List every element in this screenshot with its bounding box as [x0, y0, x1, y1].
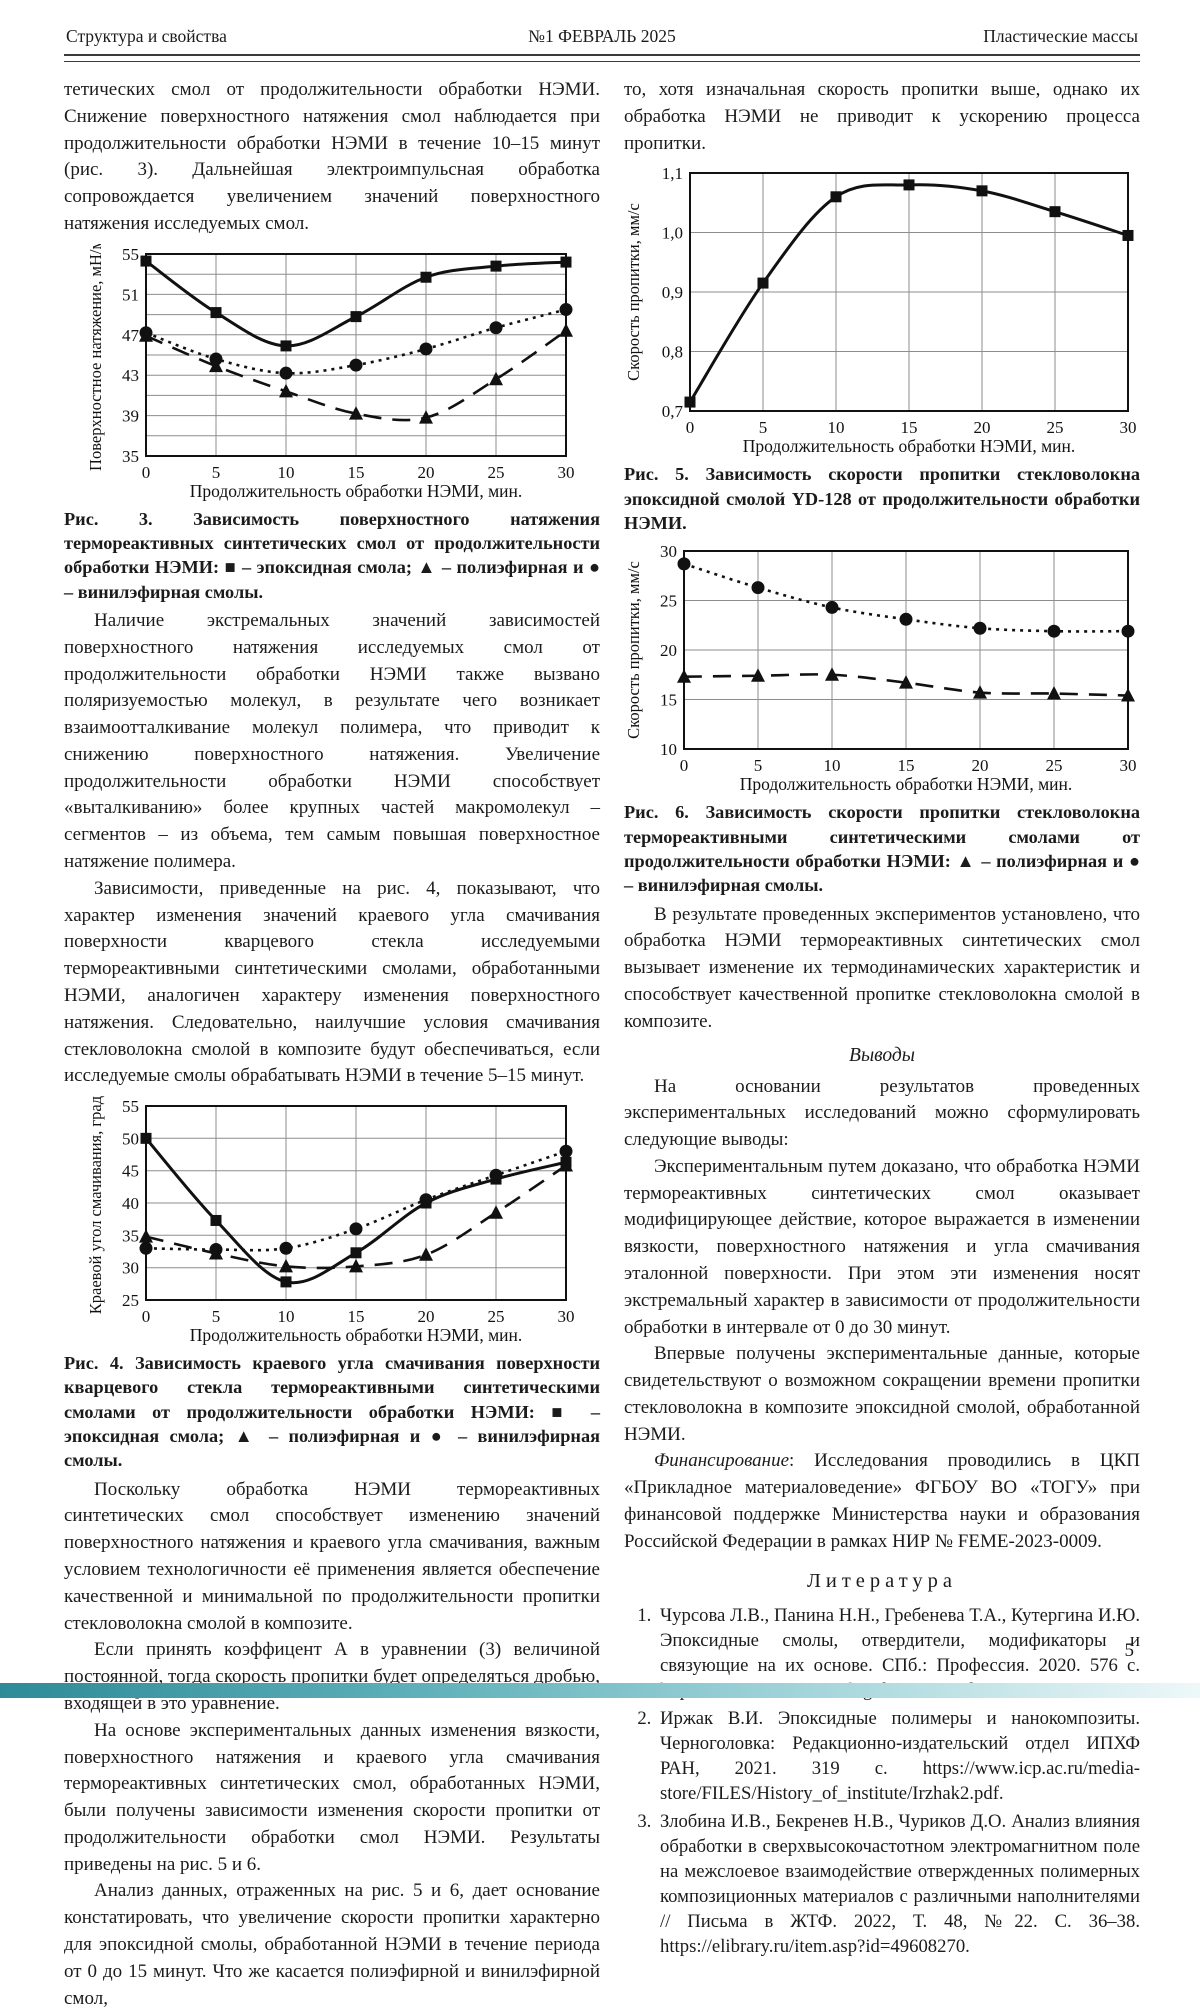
funding-paragraph: Финансирование: Исследования проводились…	[624, 1448, 1140, 1555]
paragraph: Наличие экстремальных значений зависимос…	[64, 610, 600, 873]
references-list: Чурсова Л.В., Панина Н.Н., Гребенева Т.А…	[624, 1603, 1140, 1960]
svg-text:30: 30	[1120, 418, 1137, 437]
page-number: 5	[1124, 1640, 1135, 1661]
svg-text:47: 47	[122, 325, 140, 344]
page-header: Структура и свойства №1 ФЕВРАЛЬ 2025 Пла…	[64, 26, 1140, 62]
svg-text:0: 0	[686, 418, 695, 437]
section-label: Структура и свойства	[66, 26, 227, 46]
right-column: то, хотя изначальная скорость пропитки в…	[624, 77, 1140, 2012]
svg-text:0: 0	[142, 1307, 151, 1326]
svg-text:10: 10	[278, 463, 295, 482]
svg-text:20: 20	[974, 418, 991, 437]
svg-text:Скорость пропитки, мм/с: Скорость пропитки, мм/с	[624, 204, 643, 382]
svg-text:5: 5	[212, 1307, 221, 1326]
paragraph: Впервые получены экспериментальные данны…	[624, 1343, 1140, 1445]
svg-text:Продолжительность обработки НЭ: Продолжительность обработки НЭМИ, мин.	[190, 1325, 523, 1345]
paragraph: На основе экспериментальных данных измен…	[64, 1719, 600, 1875]
fig6-caption: Рис. 6. Зависимость скорости пропитки ст…	[624, 802, 1140, 896]
svg-text:5: 5	[754, 756, 763, 775]
svg-text:10: 10	[824, 756, 841, 775]
svg-text:35: 35	[122, 1226, 139, 1245]
svg-text:55: 55	[122, 245, 139, 264]
svg-text:20: 20	[660, 641, 677, 660]
svg-text:25: 25	[660, 592, 677, 611]
svg-text:39: 39	[122, 406, 139, 425]
paragraph: Зависимости, приведенные на рис. 4, пока…	[64, 877, 600, 1087]
header-rule	[64, 54, 1140, 62]
svg-text:25: 25	[488, 463, 505, 482]
svg-text:30: 30	[660, 542, 677, 561]
references-heading: Литература	[806, 1569, 958, 1592]
svg-text:15: 15	[901, 418, 918, 437]
fig4-caption: Рис. 4. Зависимость краевого угла смачив…	[64, 1353, 600, 1471]
svg-text:0,9: 0,9	[662, 283, 683, 302]
svg-text:20: 20	[972, 756, 989, 775]
svg-text:25: 25	[488, 1307, 505, 1326]
funding-text: : Исследования проводились в ЦКП «Прикла…	[624, 1450, 1140, 1552]
fig5-chart: 0,7 0,8 0,9 1,0 1,1 0 5 10 15 20 25 30 Скорость проп…	[624, 164, 1137, 456]
svg-text:0,8: 0,8	[662, 343, 683, 362]
svg-text:1,1: 1,1	[662, 164, 683, 183]
svg-text:5: 5	[212, 463, 221, 482]
conclusions-heading: Выводы	[849, 1044, 915, 1066]
paragraph: На основании результатов проведенных экс…	[624, 1075, 1140, 1151]
svg-text:10: 10	[278, 1307, 295, 1326]
svg-text:10: 10	[660, 740, 677, 759]
svg-text:51: 51	[122, 285, 139, 304]
svg-text:Скорость пропитки, мм/с: Скорость пропитки, мм/с	[624, 562, 643, 740]
journal-page: { "header": { "left": "Структура и свойс…	[0, 0, 1200, 1698]
svg-text:0: 0	[680, 756, 689, 775]
fig6-chart: 10 15 20 25 30 0 5 10 15 20 25 30 Скорость пропитки,…	[624, 542, 1137, 794]
svg-text:20: 20	[418, 463, 435, 482]
svg-text:15: 15	[348, 1307, 365, 1326]
svg-text:50: 50	[122, 1129, 139, 1148]
svg-text:Продолжительность обработки НЭ: Продолжительность обработки НЭМИ, мин.	[743, 436, 1076, 456]
footer-accent-bar	[0, 1683, 1200, 1698]
svg-text:15: 15	[348, 463, 365, 482]
fig3-chart: 35 39 43 47 51 55 0 5 10 15 20 25 30 Поверхностное на…	[86, 244, 575, 501]
svg-text:40: 40	[122, 1194, 139, 1213]
funding-label: Финансирование	[654, 1450, 790, 1472]
svg-text:30: 30	[122, 1259, 139, 1278]
reference-item: Чурсова Л.В., Панина Н.Н., Гребенева Т.А…	[656, 1603, 1140, 1703]
journal-title: Пластические массы	[983, 26, 1138, 46]
svg-text:30: 30	[1120, 756, 1137, 775]
svg-text:25: 25	[1046, 756, 1063, 775]
paragraph: Анализ данных, отраженных на рис. 5 и 6,…	[64, 1880, 600, 2009]
fig5-caption: Рис. 5. Зависимость скорости пропитки ст…	[624, 464, 1140, 533]
paragraph: то, хотя изначальная скорость пропитки в…	[624, 79, 1140, 154]
paragraph: В результате проведенных экспериментов у…	[624, 903, 1140, 1032]
svg-text:45: 45	[122, 1162, 139, 1181]
reference-item: Иржак В.И. Эпоксидные полимеры и наноком…	[656, 1706, 1140, 1806]
svg-text:Продолжительность обработки НЭ: Продолжительность обработки НЭМИ, мин.	[190, 481, 523, 501]
svg-text:30: 30	[558, 1307, 575, 1326]
paragraph: тетических смол от продолжительности обр…	[64, 79, 600, 234]
svg-text:35: 35	[122, 447, 139, 466]
svg-text:10: 10	[828, 418, 845, 437]
svg-text:Краевой угол смачивания, град.: Краевой угол смачивания, град.	[86, 1096, 105, 1314]
svg-text:0: 0	[142, 463, 151, 482]
svg-text:Продолжительность обработки НЭ: Продолжительность обработки НЭМИ, мин.	[740, 774, 1073, 794]
reference-item: Злобина И.В., Бекренев Н.В., Чуриков Д.О…	[656, 1809, 1140, 1959]
fig3-caption: Рис. 3. Зависимость поверхностного натяж…	[64, 508, 600, 602]
svg-text:30: 30	[558, 463, 575, 482]
left-column: тетических смол от продолжительности обр…	[64, 77, 600, 2012]
svg-text:0,7: 0,7	[662, 402, 684, 421]
fig4-chart: 25 30 35 40 45 50 55 0 5 10 15 20 25 30 Краевой угол с…	[86, 1096, 575, 1345]
svg-text:Поверхностное натяжение, мН/м: Поверхностное натяжение, мН/м	[86, 244, 105, 471]
svg-text:25: 25	[1047, 418, 1064, 437]
paragraph: Если принять коэффицент А в уравнении (3…	[64, 1639, 600, 1714]
issue-label: №1 ФЕВРАЛЬ 2025	[528, 26, 676, 46]
svg-text:55: 55	[122, 1097, 139, 1116]
svg-text:20: 20	[418, 1307, 435, 1326]
paragraph: Экспериментальным путем доказано, что об…	[624, 1155, 1140, 1338]
svg-text:43: 43	[122, 366, 139, 385]
paragraph: Поскольку обработка НЭМИ термореактивных…	[64, 1478, 600, 1634]
svg-text:25: 25	[122, 1291, 139, 1310]
svg-text:5: 5	[759, 418, 768, 437]
svg-text:15: 15	[660, 691, 677, 710]
svg-text:1,0: 1,0	[662, 224, 683, 243]
svg-text:15: 15	[898, 756, 915, 775]
